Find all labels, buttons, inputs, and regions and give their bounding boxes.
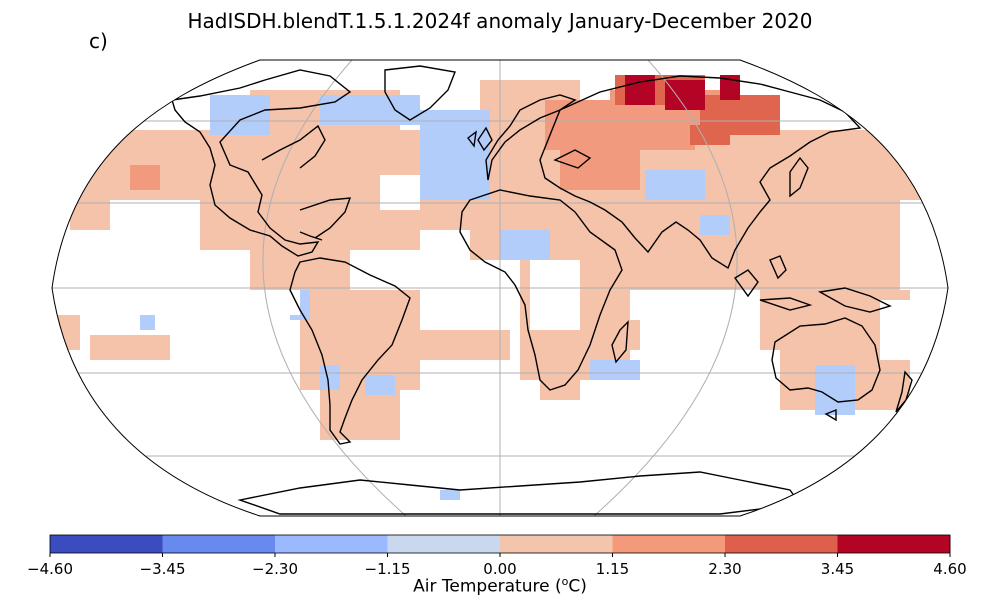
anomaly-cell (320, 390, 400, 440)
colorbar-label-prefix: Air Temperature ( (413, 576, 562, 597)
colorbar-segment (50, 535, 163, 553)
anomaly-cell (665, 80, 705, 110)
anomaly-cell (540, 380, 580, 400)
anomaly-cell (210, 95, 270, 135)
colorbar-tick-label: 0.00 (483, 560, 517, 578)
graticule (52, 60, 948, 516)
colorbar-segment (162, 535, 276, 553)
anomaly-cell (560, 140, 640, 190)
anomaly-cell (440, 490, 460, 500)
anomaly-cell (60, 290, 300, 315)
colorbar-tick-label: −2.30 (252, 560, 298, 578)
anomaly-cell (700, 200, 900, 300)
colorbar-tick-label: 2.30 (708, 560, 742, 578)
colorbar-segment (612, 535, 726, 553)
anomaly-cell (420, 110, 490, 200)
colorbar-tick-label: 4.60 (933, 560, 967, 578)
map-title: HadISDH.blendT.1.5.1.2024f anomaly Janua… (187, 9, 813, 33)
anomaly-cell (645, 170, 705, 200)
anomaly-cell (300, 290, 420, 390)
anomaly-cell (660, 350, 780, 410)
colorbar-segment (387, 535, 501, 553)
colorbar-segment (725, 535, 838, 553)
anomaly-cell (420, 230, 470, 330)
anomaly-cell (590, 360, 640, 380)
anomaly-cell (365, 375, 395, 395)
anomaly-cell (320, 95, 420, 125)
colorbar-tick-label: −3.45 (139, 560, 186, 578)
map-outline (51, 59, 949, 517)
anomaly-cell (600, 320, 640, 350)
anomaly-cell (700, 215, 730, 235)
colorbar-tick-label: −1.15 (364, 560, 411, 578)
panel-label: c) (89, 29, 108, 53)
anomaly-cell (52, 315, 80, 350)
anomaly-cell (110, 200, 200, 290)
anomaly-cell (530, 260, 580, 330)
colorbar-segment (500, 535, 613, 553)
colorbar-segment (275, 535, 388, 553)
colorbar-label: Air Temperature (oC) (0, 575, 1000, 597)
anomaly-cell (640, 290, 760, 350)
colorbar-segment (837, 535, 951, 553)
colorbar-tick-label: −4.60 (27, 560, 73, 578)
anomaly-cell (90, 335, 170, 360)
colorbar-tick-label: 3.45 (820, 560, 855, 578)
anomaly-cell (250, 250, 350, 290)
anomaly-cell (140, 315, 155, 330)
anomaly-cell (130, 165, 160, 190)
colorbar (49, 534, 951, 557)
coastlines (171, 65, 913, 515)
anomaly-cell (625, 75, 655, 105)
anomaly-cell (690, 125, 730, 145)
anomaly-cell (880, 300, 940, 360)
colorbar-tick-label: 1.15 (595, 560, 630, 578)
anomaly-cell (500, 230, 550, 260)
anomaly-cell (380, 175, 420, 210)
colorbar-label-superscript: o (561, 575, 569, 588)
anomaly-cell (320, 365, 340, 390)
anomaly-cell (720, 75, 740, 100)
anomaly-grid (52, 75, 940, 500)
anomaly-cell (420, 330, 510, 360)
colorbar-label-suffix: C) (568, 576, 587, 597)
